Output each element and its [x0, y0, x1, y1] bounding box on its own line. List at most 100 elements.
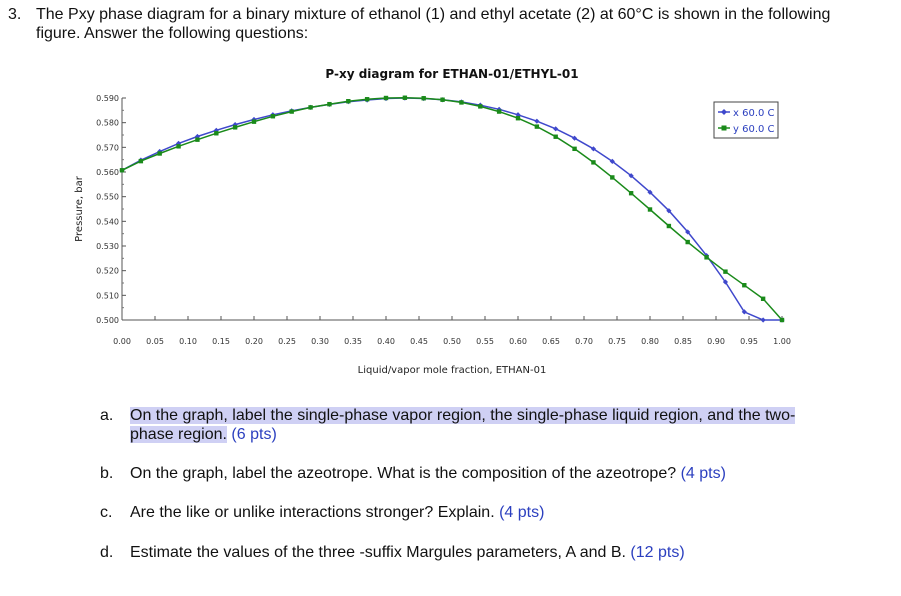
pxy-chart: P-xy diagram for ETHAN-01/ETHYL-01 0.500 0… — [74, 67, 791, 376]
x-tick-label: 0.75 — [608, 337, 626, 346]
data-point-y — [779, 317, 785, 323]
y-tick-label: 0.550 — [96, 193, 119, 202]
subquestion-letter: a. — [100, 407, 114, 424]
x-tick-label: 0.65 — [542, 337, 560, 346]
x-tick-label: 0.90 — [707, 337, 725, 346]
data-point-y — [628, 191, 634, 196]
data-point-y — [138, 158, 144, 164]
question-text: The Pxy phase diagram for a binary mixtu… — [36, 6, 831, 42]
data-point-y — [119, 168, 125, 173]
x-tick-label: 0.25 — [278, 337, 296, 346]
data-point-y — [723, 269, 728, 274]
x-tick-label: 0.30 — [311, 337, 329, 346]
subquestion-text: Estimate the values of the three -suffix… — [130, 543, 830, 562]
data-point-y — [195, 137, 200, 142]
data-point-y — [440, 97, 445, 102]
y-tick-label: 0.530 — [96, 242, 119, 251]
data-point-y — [647, 207, 653, 212]
x-tick-label: 0.00 — [113, 337, 131, 346]
data-point-y — [346, 99, 351, 104]
data-point-y — [251, 119, 257, 124]
x-tick-label: 0.85 — [674, 337, 692, 346]
data-point-x — [741, 309, 747, 315]
x-tick-label: 0.70 — [575, 337, 593, 346]
data-point-y — [364, 97, 370, 102]
legend-label: y 60.0 C — [733, 124, 775, 135]
data-point-y — [496, 109, 502, 114]
data-point-y — [685, 239, 690, 245]
points-label: (12 pts) — [630, 544, 685, 561]
data-point-y — [214, 131, 219, 136]
data-point-x — [647, 189, 653, 195]
legend-label: x 60.0 C — [733, 108, 775, 119]
data-point-y — [515, 116, 521, 121]
data-point-x — [760, 317, 766, 323]
x-tick-label: 0.80 — [641, 337, 659, 346]
data-point-y — [459, 100, 464, 105]
data-point-y — [270, 114, 276, 119]
y-tick-label: 0.590 — [96, 94, 119, 103]
data-point-y — [704, 255, 709, 260]
data-point-x — [590, 146, 597, 152]
data-point-y — [553, 134, 558, 139]
data-point-x — [666, 208, 672, 214]
subquestion-text: On the graph, label the azeotrope. What … — [130, 464, 830, 483]
x-tick-label: 0.60 — [509, 337, 527, 346]
legend-marker — [721, 125, 727, 131]
data-point-x — [534, 118, 540, 124]
data-point-x — [685, 229, 691, 235]
y-tick-label: 0.540 — [96, 217, 119, 226]
x-tick-label: 0.95 — [740, 337, 758, 346]
y-tick-label: 0.580 — [96, 119, 119, 128]
data-point-y — [232, 125, 238, 130]
data-point-y — [402, 95, 408, 100]
x-tick-label: 0.50 — [443, 337, 461, 346]
legend-marker — [721, 109, 727, 115]
y-tick-label: 0.510 — [96, 291, 119, 300]
y-tick-label: 0.500 — [96, 316, 119, 325]
chart-title: P-xy diagram for ETHAN-01/ETHYL-01 — [325, 67, 578, 81]
question-number: 3. — [8, 6, 22, 23]
subquestion-body: On the graph, label the azeotrope. What … — [130, 465, 677, 482]
highlighted-text: On the graph, label the single-phase vap… — [130, 407, 796, 443]
subquestion-text: Are the like or unlike interactions stro… — [130, 503, 830, 522]
x-tick-label: 0.15 — [212, 337, 230, 346]
data-point-y — [760, 296, 766, 301]
data-point-y — [308, 105, 313, 110]
data-point-x — [496, 106, 502, 112]
data-point-y — [176, 144, 181, 149]
data-point-y — [666, 223, 672, 229]
subquestion-letter: b. — [100, 465, 114, 482]
subquestion-letter: c. — [100, 504, 113, 521]
points-label: (4 pts) — [499, 504, 545, 521]
x-tick-label: 0.40 — [377, 337, 395, 346]
data-point-y — [478, 104, 483, 109]
subquestion-text: On the graph, label the single-phase vap… — [130, 406, 830, 444]
y-axis-label: Pressure, bar — [74, 175, 85, 242]
data-point-y — [572, 146, 577, 152]
x-tick-label: 1.00 — [773, 337, 791, 346]
data-point-y — [610, 175, 615, 180]
points-label: (6 pts) — [231, 426, 277, 443]
data-point-y — [421, 96, 426, 101]
series-line-y — [121, 97, 783, 321]
x-tick-label: 0.20 — [245, 337, 263, 346]
y-tick-label: 0.520 — [96, 267, 119, 276]
y-tick-label: 0.570 — [96, 143, 119, 152]
data-point-y — [534, 124, 540, 129]
data-point-y — [289, 109, 294, 114]
y-tick-label: 0.560 — [96, 168, 119, 177]
data-point-y — [383, 95, 389, 101]
data-point-y — [327, 101, 332, 107]
data-point-y — [157, 151, 162, 156]
x-tick-label: 0.05 — [146, 337, 164, 346]
data-point-x — [609, 158, 615, 164]
x-tick-label: 0.10 — [179, 337, 197, 346]
data-point-x — [553, 126, 559, 132]
legend-box — [713, 101, 779, 139]
subquestion-letter: d. — [100, 544, 114, 561]
data-point-y — [591, 160, 596, 165]
x-tick-label: 0.55 — [476, 337, 494, 346]
x-tick-label: 0.45 — [410, 337, 428, 346]
points-label: (4 pts) — [680, 465, 726, 482]
